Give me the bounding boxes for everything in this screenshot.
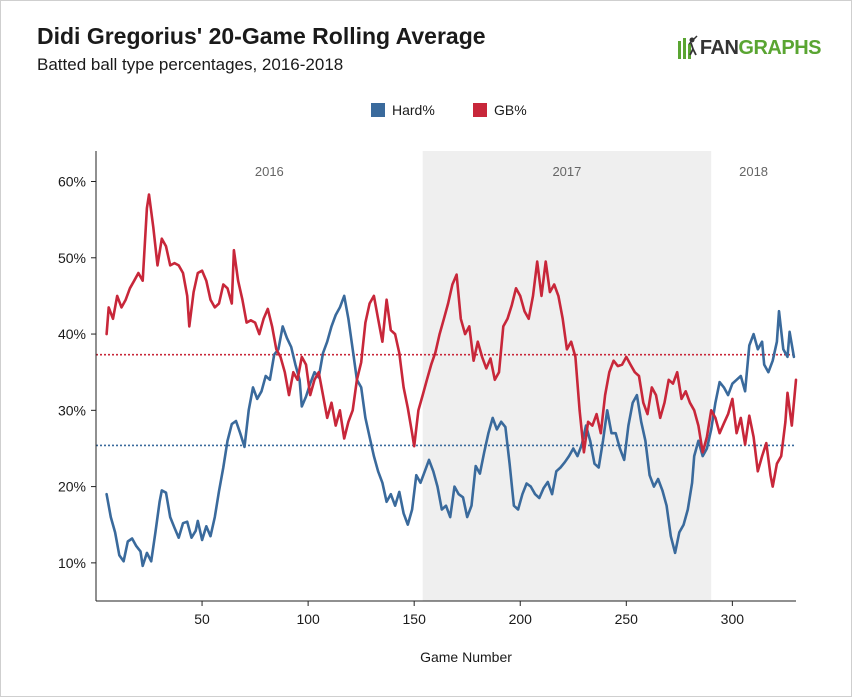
season-bands: 2016 2017 2018 xyxy=(255,151,768,601)
chart-title: Didi Gregorius' 20-Game Rolling Average xyxy=(37,23,486,49)
y-tick-label: 10% xyxy=(58,555,86,571)
logo-graphs-text: GRAPHS xyxy=(738,36,821,59)
series-lines xyxy=(105,193,798,568)
series-line-1 xyxy=(105,193,798,488)
x-tick-label: 100 xyxy=(296,611,320,627)
legend-label-1: GB% xyxy=(494,102,527,118)
y-tick-label: 40% xyxy=(58,326,86,342)
legend-swatch-1 xyxy=(473,103,487,117)
x-tick-label: 250 xyxy=(615,611,639,627)
x-tick-label: 150 xyxy=(403,611,427,627)
y-tick-label: 30% xyxy=(58,402,86,418)
fangraphs-logo[interactable]: FANGRAPHS xyxy=(676,35,821,61)
season-label-2017: 2017 xyxy=(552,164,581,179)
reference-lines xyxy=(96,353,796,447)
legend-swatch-0 xyxy=(371,103,385,117)
season-band-2017 xyxy=(422,151,712,601)
series-line-0 xyxy=(105,294,796,568)
chart-axes: 10% 20% 30% 40% 50% 60% 50 100 150 200 250 300 xyxy=(58,151,796,627)
logo-wordmark: FANGRAPHS xyxy=(699,36,822,60)
x-axis-label: Game Number xyxy=(420,649,512,665)
chart-legend: Hard% GB% xyxy=(371,102,527,118)
legend-label-0: Hard% xyxy=(392,102,435,118)
season-label-2018: 2018 xyxy=(739,164,768,179)
y-tick-label: 50% xyxy=(58,250,86,266)
chart-subtitle: Batted ball type percentages, 2016-2018 xyxy=(37,55,344,74)
fangraphs-batter-icon xyxy=(677,35,698,59)
x-tick-label: 200 xyxy=(509,611,533,627)
x-tick-label: 50 xyxy=(194,611,210,627)
season-label-2016: 2016 xyxy=(255,164,284,179)
x-tick-label: 300 xyxy=(721,611,745,627)
logo-fan-text: FAN xyxy=(699,36,739,59)
y-tick-label: 20% xyxy=(58,479,86,495)
y-tick-label: 60% xyxy=(58,174,86,190)
